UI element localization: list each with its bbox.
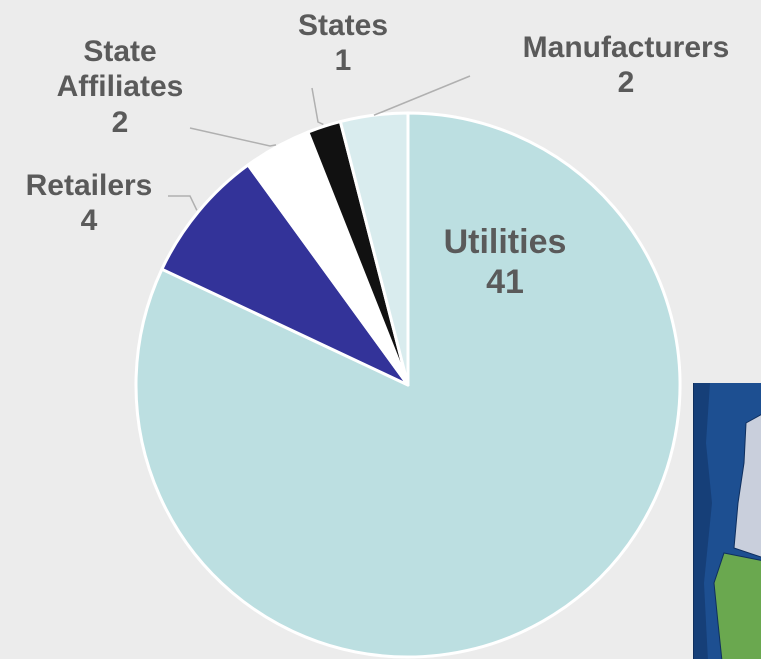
pie-slice-retailers: [160, 163, 410, 387]
leader-line-states: [311, 87, 324, 126]
pie-slice-manufacturers: [338, 111, 410, 387]
label-affiliates-name-line1: State: [83, 35, 157, 68]
label-retailers-name: Retailers: [25, 169, 153, 202]
label-manufacturers-name: Manufacturers: [522, 31, 730, 64]
label-utilities-value: 41: [486, 263, 524, 302]
slice-label-manufacturers: Manufacturers 2: [484, 30, 761, 101]
label-states-name: States: [297, 9, 389, 42]
label-utilities-name: Utilities: [443, 223, 567, 261]
label-states-value: 1: [334, 44, 352, 78]
label-affiliates-value: 2: [111, 105, 129, 139]
label-retailers-value: 4: [80, 204, 98, 238]
slice-label-states: States 1: [268, 8, 418, 79]
leader-line-retailers: [168, 195, 198, 211]
map-graphic: [694, 383, 761, 659]
slice-label-utilities: Utilities 41: [395, 222, 615, 302]
slice-label-state-affiliates: State Affiliates 2: [30, 34, 210, 140]
map-region-gray: [733, 414, 761, 558]
map-water-shade: [694, 383, 712, 659]
leader-line-state-affiliates: [189, 127, 277, 147]
label-affiliates-name-line2: Affiliates: [56, 70, 184, 104]
map-region-green: [713, 552, 761, 659]
leader-line-manufacturers: [373, 75, 471, 116]
map-image-fragment: [693, 383, 761, 659]
label-manufacturers-value: 2: [617, 66, 635, 100]
slice-label-retailers: Retailers 4: [0, 168, 178, 239]
